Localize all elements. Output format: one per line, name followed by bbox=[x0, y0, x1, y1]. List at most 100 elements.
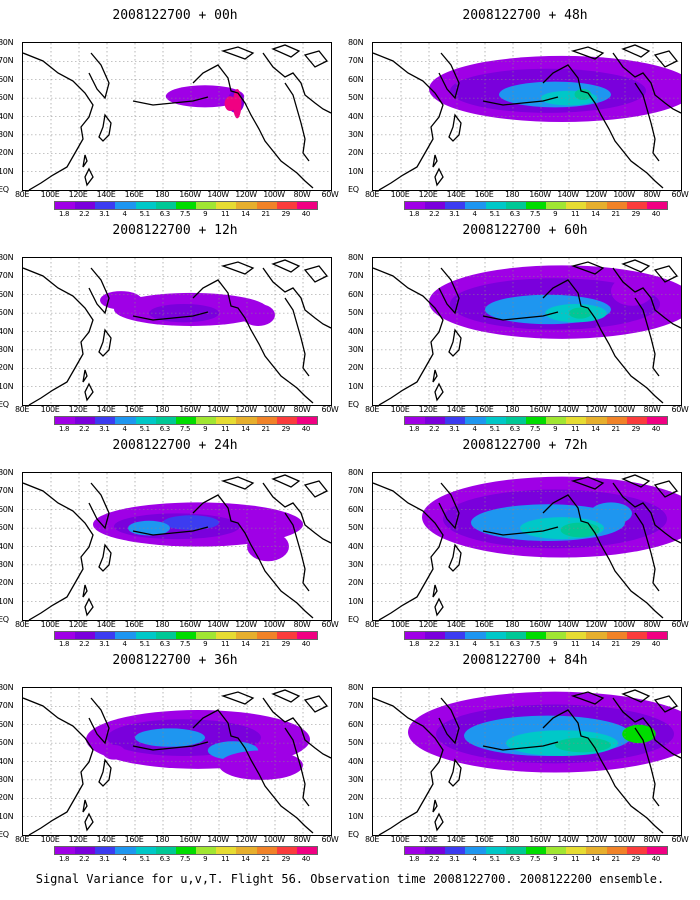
colorbar-label: 1.8 bbox=[58, 855, 70, 863]
colorbar-swatch bbox=[546, 847, 567, 854]
colorbar-swatch bbox=[606, 202, 627, 209]
coastline bbox=[432, 154, 444, 187]
colorbar-label: 29 bbox=[631, 640, 641, 648]
lon-tick-label: 140E bbox=[96, 620, 116, 629]
lon-tick-label: 140E bbox=[96, 405, 116, 414]
colorbar-swatch bbox=[175, 417, 197, 424]
colorbar-label: 2.2 bbox=[429, 855, 440, 863]
variance-shading bbox=[102, 744, 126, 760]
colorbar bbox=[404, 201, 668, 210]
colorbar-label: 6.3 bbox=[509, 640, 521, 648]
lon-tick-label: 100W bbox=[613, 405, 635, 414]
colorbar-swatch bbox=[405, 632, 426, 639]
lon-tick-label: 140E bbox=[446, 190, 466, 199]
lon-tick-label: 160W bbox=[179, 190, 201, 199]
variance-shading bbox=[135, 728, 205, 747]
colorbar-swatch bbox=[55, 847, 76, 854]
lon-tick-label: 160W bbox=[529, 620, 551, 629]
lat-tick-label: 70N bbox=[348, 271, 364, 281]
panel-title: 2008122700 + 24h bbox=[112, 438, 238, 453]
lat-tick-label: 70N bbox=[0, 486, 14, 496]
coastline bbox=[542, 279, 640, 383]
lon-tick-label: 120E bbox=[68, 190, 88, 199]
map-plot bbox=[23, 473, 331, 620]
lon-tick-label: 180 bbox=[154, 405, 170, 414]
lon-tick-label: 100W bbox=[613, 620, 635, 629]
lat-tick-label: 80N bbox=[0, 253, 14, 262]
colorbar-swatch bbox=[445, 632, 466, 639]
colorbar-label: 3.1 bbox=[99, 640, 110, 648]
colorbar-swatch bbox=[646, 202, 668, 209]
colorbar-label: 5.1 bbox=[489, 210, 501, 218]
lat-tick-label: 40N bbox=[348, 111, 364, 121]
colorbar-label: 21 bbox=[611, 855, 620, 863]
colorbar-swatch bbox=[296, 632, 318, 639]
colorbar-label: 1.8 bbox=[58, 425, 70, 433]
colorbar-swatch bbox=[75, 847, 96, 854]
lon-tick-label: 60W bbox=[321, 835, 339, 844]
colorbar-swatch bbox=[646, 847, 668, 854]
coastline bbox=[482, 526, 559, 536]
colorbar-swatch bbox=[465, 632, 486, 639]
lon-tick-label: 120E bbox=[418, 835, 438, 844]
lat-tick-label: 80N bbox=[348, 253, 364, 262]
lat-tick-label: 60N bbox=[348, 504, 364, 514]
lon-tick-label: 80E bbox=[364, 620, 380, 629]
colorbar-label: 5.1 bbox=[139, 210, 151, 218]
variance-shading bbox=[555, 737, 611, 753]
colorbar-swatch bbox=[566, 632, 587, 639]
colorbar-swatch bbox=[566, 417, 587, 424]
coastline bbox=[284, 82, 310, 162]
colorbar-label: 5.1 bbox=[139, 855, 151, 863]
coastline bbox=[288, 381, 314, 404]
lat-tick-label: 20N bbox=[348, 793, 364, 803]
colorbar-swatch bbox=[55, 632, 76, 639]
coastline bbox=[82, 584, 94, 617]
map-plot bbox=[23, 688, 331, 835]
coastline bbox=[570, 474, 679, 498]
lat-tick-label: 30N bbox=[348, 559, 364, 569]
colorbar-label: 11 bbox=[571, 640, 580, 648]
lon-tick-label: 160E bbox=[474, 405, 494, 414]
colorbar-swatch bbox=[606, 847, 627, 854]
lon-tick-label: 140W bbox=[557, 190, 579, 199]
colorbar-swatch bbox=[586, 417, 607, 424]
colorbar-label: 14 bbox=[241, 855, 250, 863]
colorbar-swatch bbox=[425, 417, 446, 424]
colorbar-label: 5.1 bbox=[489, 425, 501, 433]
colorbar-label: 9 bbox=[203, 640, 208, 648]
colorbar-swatch bbox=[586, 847, 607, 854]
map-frame bbox=[22, 42, 332, 191]
coastline bbox=[482, 96, 559, 106]
coastline bbox=[288, 596, 314, 619]
lat-tick-label: 40N bbox=[348, 756, 364, 766]
coastline bbox=[432, 369, 444, 402]
colorbar-label: 9 bbox=[553, 210, 558, 218]
colorbar-label: 7.5 bbox=[179, 640, 191, 648]
lat-tick-label: 60N bbox=[0, 289, 14, 299]
colorbar-swatch bbox=[525, 847, 547, 854]
coastline bbox=[220, 259, 329, 283]
coastline bbox=[438, 482, 460, 530]
map-frame bbox=[22, 472, 332, 621]
lat-tick-label: 70N bbox=[0, 701, 14, 711]
coastline bbox=[448, 328, 462, 357]
coastline bbox=[220, 44, 329, 68]
coastline bbox=[262, 482, 331, 544]
colorbar-label: 7.5 bbox=[529, 210, 541, 218]
lat-tick-label: 50N bbox=[348, 523, 364, 533]
colorbar-label: 2.2 bbox=[429, 210, 440, 218]
colorbar-swatch bbox=[236, 632, 257, 639]
forecast-panel: 2008122700 + 72h 80N 70N 60N 50N 40N 30N 20N 10N… bbox=[348, 430, 700, 648]
lon-tick-label: 120W bbox=[235, 835, 257, 844]
colorbar-label: 40 bbox=[301, 425, 311, 433]
coastline bbox=[373, 267, 444, 405]
colorbar bbox=[404, 416, 668, 425]
colorbar-swatch bbox=[196, 202, 217, 209]
colorbar-swatch bbox=[626, 847, 647, 854]
lat-tick-label: 80N bbox=[0, 468, 14, 477]
colorbar-swatch bbox=[505, 417, 526, 424]
lat-tick-label: 10N bbox=[348, 381, 364, 391]
lon-tick-label: 120W bbox=[235, 405, 257, 414]
variance-shading bbox=[224, 96, 236, 111]
